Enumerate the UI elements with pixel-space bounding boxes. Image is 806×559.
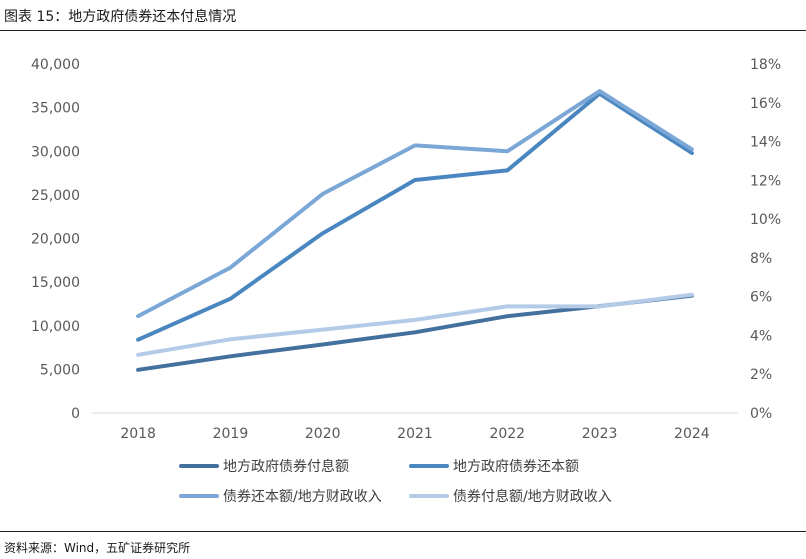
x-tick-label: 2022 [489,426,525,442]
y-left-tick-label: 35,000 [31,101,80,117]
y-right-tick-label: 8% [750,251,772,267]
legend-label-2: 地方政府债券还本额 [453,459,579,475]
x-tick-label: 2023 [582,426,618,442]
x-tick-label: 2019 [213,426,249,442]
y-right-tick-label: 2% [750,367,772,383]
legend-label-3: 债券还本额/地方财政收入 [223,489,382,505]
y-left-tick-label: 15,000 [31,275,80,291]
figure-title: 图表 15：地方政府债券还本付息情况 [4,9,237,25]
legend-label-1: 地方政府债券付息额 [223,458,349,475]
y-right-tick-label: 14% [750,135,781,151]
series-layer [136,89,694,372]
x-tick-label: 2020 [305,426,341,442]
axis-layer: 0 5,000 10,000 15,000 20,000 25,000 30,000 35,0… [31,57,781,442]
y-left-tick-label: 25,000 [31,188,80,204]
y-left-tick-label: 0 [71,406,80,422]
y-left-tick-label: 10,000 [31,319,80,335]
x-tick-label: 2021 [397,426,433,442]
y-left-tick-label: 20,000 [31,232,80,248]
x-tick-label: 2018 [120,426,156,442]
y-left-tick-label: 5,000 [40,362,80,378]
y-right-tick-label: 4% [750,328,772,344]
y-right-tick-label: 6% [750,290,772,306]
y-right-tick-label: 18% [750,57,781,73]
series-line-4 [136,292,694,357]
y-right-tick-label: 12% [750,173,781,189]
source-note: 资料来源：Wind，五矿证券研究所 [4,541,191,555]
series-line-2 [136,91,694,342]
y-right-tick-label: 0% [750,406,772,422]
x-tick-label: 2024 [674,426,710,442]
bottom-rule [0,531,806,532]
y-right-tick-label: 16% [750,96,781,112]
top-rule [0,30,806,31]
y-left-tick-label: 40,000 [31,57,80,73]
line-chart: 0 5,000 10,000 15,000 20,000 25,000 30,000 35,0… [31,57,781,505]
y-left-tick-label: 30,000 [31,144,80,160]
y-right-tick-label: 10% [750,212,781,228]
legend-label-4: 债券付息额/地方财政收入 [453,488,612,505]
series-line-3 [136,89,694,319]
